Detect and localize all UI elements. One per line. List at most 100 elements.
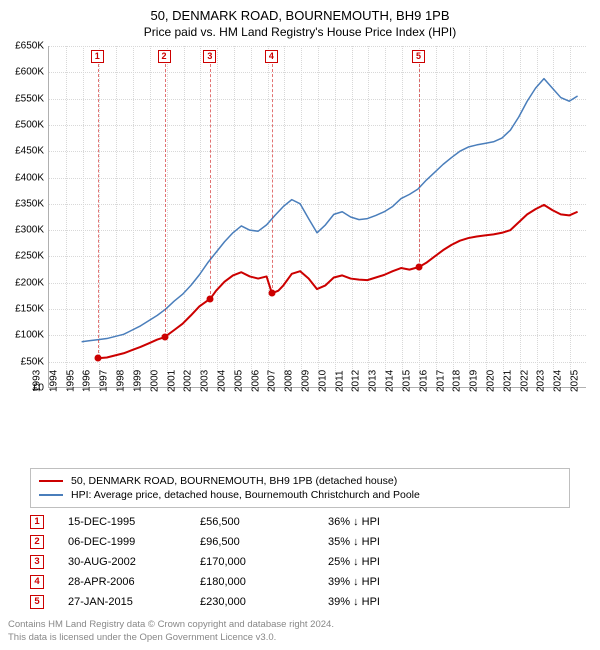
marker-line (165, 64, 166, 337)
x-axis-label: 2000 (149, 370, 160, 392)
x-axis-label: 1998 (116, 370, 127, 392)
x-axis-label: 1993 (32, 370, 43, 392)
marker-line (272, 64, 273, 293)
x-axis-label: 2015 (401, 370, 412, 392)
y-axis-label: £250K (0, 251, 44, 262)
footer-line1: Contains HM Land Registry data © Crown c… (8, 619, 334, 631)
x-axis-label: 2012 (351, 370, 362, 392)
tx-date: 27-JAN-2015 (52, 596, 192, 608)
tx-index: 3 (30, 555, 44, 569)
marker-label: 3 (203, 50, 216, 63)
x-axis-label: 1994 (48, 370, 59, 392)
series-hpi (82, 79, 578, 342)
tx-delta: 25% ↓ HPI (328, 556, 570, 568)
y-axis-label: £400K (0, 172, 44, 183)
tx-date: 30-AUG-2002 (52, 556, 192, 568)
tx-delta: 35% ↓ HPI (328, 536, 570, 548)
tx-delta: 39% ↓ HPI (328, 596, 570, 608)
x-axis-label: 2009 (301, 370, 312, 392)
x-axis-label: 2008 (284, 370, 295, 392)
x-axis-label: 1996 (82, 370, 93, 392)
legend-label: HPI: Average price, detached house, Bour… (71, 489, 420, 501)
marker-dot (207, 295, 214, 302)
chart-legend: 50, DENMARK ROAD, BOURNEMOUTH, BH9 1PB (… (30, 468, 570, 508)
tx-date: 06-DEC-1999 (52, 536, 192, 548)
series-property (98, 205, 578, 358)
tx-price: £96,500 (200, 536, 320, 548)
page-title: 50, DENMARK ROAD, BOURNEMOUTH, BH9 1PB (0, 8, 600, 23)
tx-delta: 39% ↓ HPI (328, 576, 570, 588)
marker-line (419, 64, 420, 267)
tx-date: 28-APR-2006 (52, 576, 192, 588)
x-axis-label: 2017 (435, 370, 446, 392)
legend-swatch (39, 480, 63, 482)
marker-label: 4 (265, 50, 278, 63)
y-axis-label: £350K (0, 198, 44, 209)
page-subtitle: Price paid vs. HM Land Registry's House … (0, 25, 600, 39)
x-axis-label: 2019 (469, 370, 480, 392)
transaction-row: 5 27-JAN-2015 £230,000 39% ↓ HPI (30, 592, 570, 612)
marker-dot (94, 355, 101, 362)
x-axis-label: 2020 (485, 370, 496, 392)
marker-line (210, 64, 211, 299)
x-axis-label: 2021 (502, 370, 513, 392)
legend-label: 50, DENMARK ROAD, BOURNEMOUTH, BH9 1PB (… (71, 475, 397, 487)
marker-label: 5 (412, 50, 425, 63)
tx-price: £180,000 (200, 576, 320, 588)
x-axis-label: 2013 (368, 370, 379, 392)
x-axis-label: 2018 (452, 370, 463, 392)
y-axis-label: £450K (0, 146, 44, 157)
tx-index: 5 (30, 595, 44, 609)
y-axis-label: £500K (0, 119, 44, 130)
y-axis-label: £300K (0, 225, 44, 236)
marker-line (98, 64, 99, 358)
tx-index: 2 (30, 535, 44, 549)
x-axis-label: 1999 (132, 370, 143, 392)
x-axis-label: 2023 (536, 370, 547, 392)
footer-line2: This data is licensed under the Open Gov… (8, 632, 334, 644)
x-axis-label: 2025 (570, 370, 581, 392)
legend-swatch (39, 494, 63, 496)
footer-attribution: Contains HM Land Registry data © Crown c… (8, 619, 334, 644)
tx-index: 1 (30, 515, 44, 529)
x-axis-label: 2010 (317, 370, 328, 392)
y-axis-label: £100K (0, 330, 44, 341)
price-chart: £0£50K£100K£150K£200K£250K£300K£350K£400… (48, 46, 586, 426)
transactions-table: 1 15-DEC-1995 £56,500 36% ↓ HPI 2 06-DEC-1999… (30, 512, 570, 612)
x-axis-label: 2005 (233, 370, 244, 392)
marker-label: 2 (158, 50, 171, 63)
x-axis-label: 2016 (418, 370, 429, 392)
x-axis-label: 2004 (216, 370, 227, 392)
x-axis-label: 2006 (250, 370, 261, 392)
x-axis-label: 2014 (385, 370, 396, 392)
x-axis-label: 2002 (183, 370, 194, 392)
legend-row: 50, DENMARK ROAD, BOURNEMOUTH, BH9 1PB (… (39, 474, 561, 488)
x-axis-label: 2024 (553, 370, 564, 392)
x-axis-label: 1997 (99, 370, 110, 392)
marker-dot (416, 263, 423, 270)
tx-date: 15-DEC-1995 (52, 516, 192, 528)
tx-price: £56,500 (200, 516, 320, 528)
x-axis-label: 2011 (334, 370, 345, 392)
y-axis-label: £200K (0, 277, 44, 288)
tx-price: £230,000 (200, 596, 320, 608)
y-axis-label: £600K (0, 67, 44, 78)
tx-price: £170,000 (200, 556, 320, 568)
x-axis-label: 1995 (65, 370, 76, 392)
transaction-row: 3 30-AUG-2002 £170,000 25% ↓ HPI (30, 552, 570, 572)
marker-dot (268, 290, 275, 297)
transaction-row: 2 06-DEC-1999 £96,500 35% ↓ HPI (30, 532, 570, 552)
tx-delta: 36% ↓ HPI (328, 516, 570, 528)
x-axis-label: 2022 (519, 370, 530, 392)
marker-dot (161, 334, 168, 341)
marker-label: 1 (91, 50, 104, 63)
x-axis-label: 2001 (166, 370, 177, 392)
y-axis-label: £650K (0, 41, 44, 52)
transaction-row: 1 15-DEC-1995 £56,500 36% ↓ HPI (30, 512, 570, 532)
chart-svg (48, 46, 586, 388)
transaction-row: 4 28-APR-2006 £180,000 39% ↓ HPI (30, 572, 570, 592)
y-axis-label: £150K (0, 304, 44, 315)
tx-index: 4 (30, 575, 44, 589)
x-axis-label: 2007 (267, 370, 278, 392)
y-axis-label: £550K (0, 93, 44, 104)
